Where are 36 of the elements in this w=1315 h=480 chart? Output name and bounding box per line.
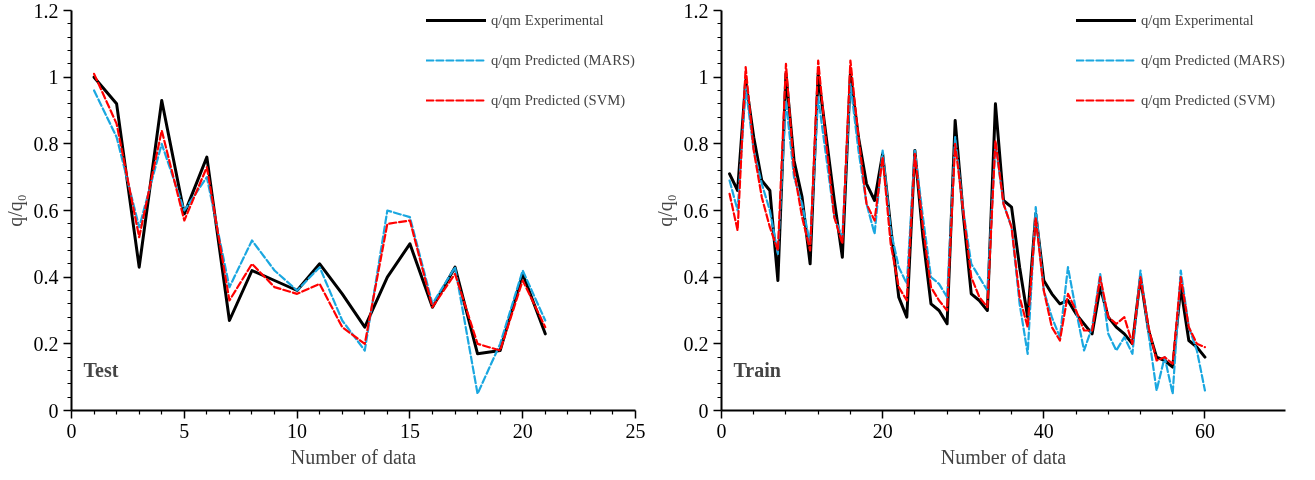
y-axis-title: q/q₀ <box>653 194 677 227</box>
x-tick-label: 0 <box>716 419 727 442</box>
y-axis-title: q/q₀ <box>3 194 27 227</box>
x-tick-label: 40 <box>1033 419 1054 442</box>
legend-label: q/qm Predicted (MARS) <box>1140 51 1285 69</box>
annotation: Train <box>733 358 781 381</box>
y-tick-label: 1.2 <box>683 0 709 22</box>
x-tick-label: 60 <box>1194 419 1215 442</box>
y-tick-label: 1 <box>48 66 59 89</box>
x-axis-title: Number of data <box>940 445 1067 468</box>
legend-label: q/qm Experimental <box>1140 11 1254 29</box>
x-tick-label: 15 <box>399 419 420 442</box>
y-tick-label: 0.2 <box>33 332 59 355</box>
y-tick-label: 1.2 <box>33 0 59 22</box>
y-tick-label: 0.4 <box>683 266 709 289</box>
x-tick-label: 20 <box>512 419 533 442</box>
x-tick-label: 5 <box>179 419 190 442</box>
y-tick-label: 0.6 <box>683 199 709 222</box>
y-tick-label: 0.8 <box>33 132 59 155</box>
y-tick-label: 0 <box>698 399 709 422</box>
legend-label: q/qm Predicted (SVM) <box>490 91 626 109</box>
y-tick-label: 0.6 <box>33 199 59 222</box>
x-tick-label: 20 <box>872 419 893 442</box>
legend-label: q/qm Predicted (SVM) <box>1140 91 1276 109</box>
x-tick-label: 25 <box>625 419 646 442</box>
x-axis-title: Number of data <box>290 445 417 468</box>
y-tick-label: 0.8 <box>683 132 709 155</box>
y-tick-label: 1 <box>698 66 709 89</box>
y-tick-label: 0 <box>48 399 59 422</box>
y-tick-label: 0.4 <box>33 266 59 289</box>
annotation: Test <box>83 358 119 381</box>
y-tick-label: 0.2 <box>683 332 709 355</box>
x-tick-label: 10 <box>287 419 308 442</box>
legend-label: q/qm Experimental <box>490 11 604 29</box>
x-tick-label: 0 <box>66 419 77 442</box>
legend-label: q/qm Predicted (MARS) <box>490 51 635 69</box>
